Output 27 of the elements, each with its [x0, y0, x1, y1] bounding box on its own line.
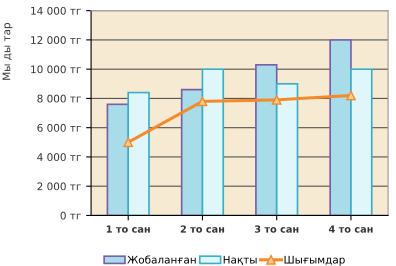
- bar: [276, 82, 298, 216]
- y-tick-label: 10 000 тг: [31, 65, 81, 74]
- y-tick-label: 4 000 тг: [37, 153, 81, 162]
- y-tick-label: 6 000 тг: [37, 124, 81, 132]
- y-tick-label: 0 тг: [60, 212, 81, 220]
- y-tick-label: 14 000 тг: [31, 6, 81, 15]
- bar: [106, 103, 130, 216]
- point: [198, 96, 208, 106]
- bar: [202, 68, 224, 216]
- bar: [127, 92, 150, 216]
- legend-label: Шығымдар: [284, 256, 345, 266]
- legend-label: Нақты: [224, 256, 257, 265]
- y-tick-label: 2 000 тг: [37, 182, 81, 190]
- x-tick-label: 3 то сан: [254, 225, 298, 233]
- bar: [329, 39, 352, 216]
- legend-label: Жобаланған: [127, 255, 196, 264]
- bar: [255, 64, 278, 216]
- y-axis-title: Мы ды тар: [2, 23, 12, 80]
- point: [123, 137, 134, 148]
- x-tick-label: 2 то сан: [180, 225, 224, 233]
- bar: [350, 68, 373, 216]
- x-tick-label: 1 то сан: [106, 225, 150, 233]
- y-tick-label: 8 000 тг: [37, 94, 81, 103]
- point: [346, 90, 356, 100]
- y-tick-label: 12 000 тг: [31, 36, 81, 44]
- x-tick-label: 4 то сан: [328, 225, 373, 233]
- point: [272, 95, 282, 105]
